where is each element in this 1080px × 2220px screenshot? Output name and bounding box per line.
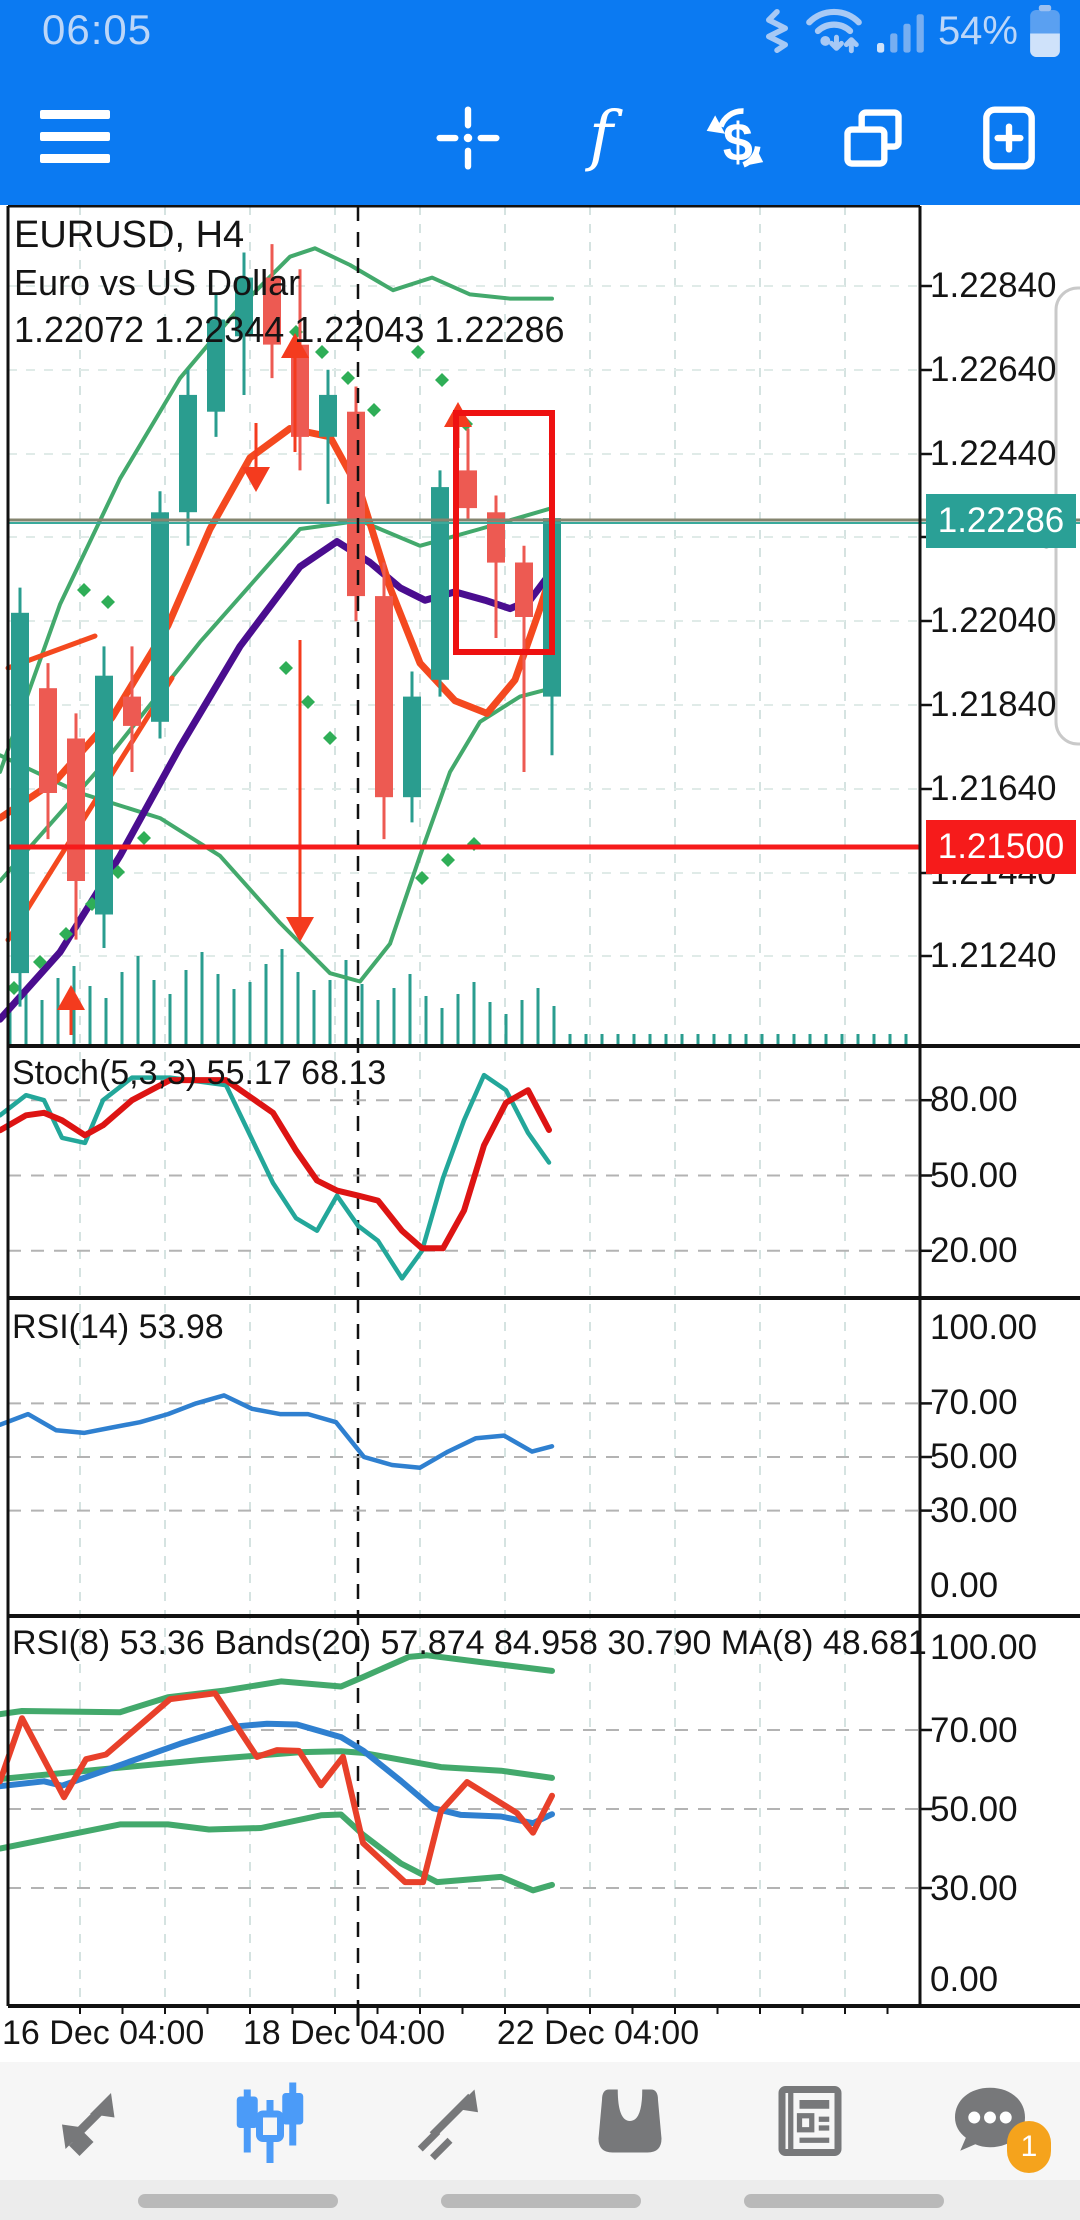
- indicator-axis-label: 50.00: [930, 1437, 1018, 1476]
- chart-ohlc-values: 1.22072 1.22344 1.22043 1.22286: [14, 309, 565, 350]
- history-icon: [598, 2089, 662, 2153]
- status-icons: 54%: [760, 5, 1062, 57]
- alert-price-badge: 1.21500: [926, 820, 1076, 874]
- vibrate-icon: [765, 9, 788, 53]
- chart-title-block: EURUSD, H4 Euro vs US Dollar 1.22072 1.2…: [14, 212, 565, 353]
- chat-unread-badge: 1: [1007, 2121, 1051, 2173]
- time-axis-label: 18 Dec 04:00: [242, 2014, 446, 2052]
- indicator-axis-label: 100.00: [930, 1308, 1038, 1347]
- price-axis-label: 1.21640: [930, 769, 1057, 808]
- indicator-axis-label: 80.00: [930, 1080, 1018, 1119]
- charts-icon: [236, 2082, 304, 2163]
- app-header: 06:05 54% f: [0, 0, 1080, 205]
- menu-icon[interactable]: [40, 110, 110, 168]
- indicator-axis-label: 70.00: [930, 1383, 1018, 1422]
- battery-percent: 54%: [937, 8, 1018, 53]
- trade-dollar-icon[interactable]: $: [700, 104, 770, 172]
- gesture-pill[interactable]: [138, 2194, 338, 2208]
- price-axis-label: 1.22440: [930, 434, 1057, 473]
- indicator-axis-label: 50.00: [930, 1156, 1018, 1195]
- chart-description: Euro vs US Dollar: [14, 262, 301, 303]
- chart-symbol: EURUSD, H4: [14, 214, 245, 256]
- stoch-panel-label: Stoch(5,3,3) 55.17 68.13: [12, 1054, 387, 1092]
- gesture-navigation-bar[interactable]: [0, 2180, 1080, 2220]
- nav-quotes-button[interactable]: [35, 2071, 145, 2171]
- indicator-axis-label: 30.00: [930, 1491, 1018, 1530]
- trade-icon: [417, 2089, 478, 2161]
- nav-messages-button[interactable]: 1: [935, 2071, 1051, 2173]
- windows-icon[interactable]: [838, 104, 908, 172]
- quotes-icon: [62, 2093, 115, 2156]
- rsi14-panel-label: RSI(14) 53.98: [12, 1308, 224, 1346]
- nav-news-button[interactable]: [755, 2071, 865, 2171]
- price-axis-label: 1.21840: [930, 685, 1057, 724]
- news-icon: [778, 2086, 842, 2156]
- svg-text:f: f: [584, 104, 623, 172]
- nav-trade-button[interactable]: [395, 2071, 505, 2171]
- new-order-icon[interactable]: [974, 104, 1044, 172]
- indicator-axis-label: 0.00: [930, 1960, 999, 1999]
- time-axis-label: 22 Dec 04:00: [496, 2014, 700, 2052]
- gesture-pill[interactable]: [744, 2194, 944, 2208]
- indicator-axis-label: 70.00: [930, 1711, 1018, 1750]
- current-price-badge: 1.22286: [926, 494, 1076, 548]
- indicator-axis-label: 50.00: [930, 1790, 1018, 1829]
- indicator-axis-label: 100.00: [930, 1628, 1038, 1667]
- status-clock: 06:05: [42, 6, 153, 53]
- time-axis-label: 16 Dec 04:00: [2, 2014, 205, 2052]
- price-axis-label: 1.21240: [930, 936, 1057, 975]
- nav-history-button[interactable]: [575, 2071, 685, 2171]
- battery-icon: [1030, 5, 1060, 57]
- crosshair-icon[interactable]: [433, 104, 503, 172]
- bottom-navigation: 1: [0, 2062, 1080, 2180]
- indicators-icon[interactable]: f: [566, 104, 636, 172]
- indicator-axis-label: 30.00: [930, 1869, 1018, 1908]
- price-axis-label: 1.22040: [930, 601, 1057, 640]
- gesture-pill[interactable]: [441, 2194, 641, 2208]
- indicator-axis-label: 20.00: [930, 1231, 1018, 1270]
- price-axis-label: 1.22640: [930, 350, 1057, 389]
- wifi-arrows-icon: [806, 8, 862, 54]
- signal-bars-icon: [876, 14, 924, 53]
- nav-charts-button[interactable]: [215, 2071, 325, 2171]
- rsi8-panel-label: RSI(8) 53.36 Bands(20) 57.874 84.958 30.…: [12, 1624, 927, 1662]
- price-axis-label: 1.22840: [930, 266, 1057, 305]
- indicator-axis-label: 0.00: [930, 1566, 999, 1605]
